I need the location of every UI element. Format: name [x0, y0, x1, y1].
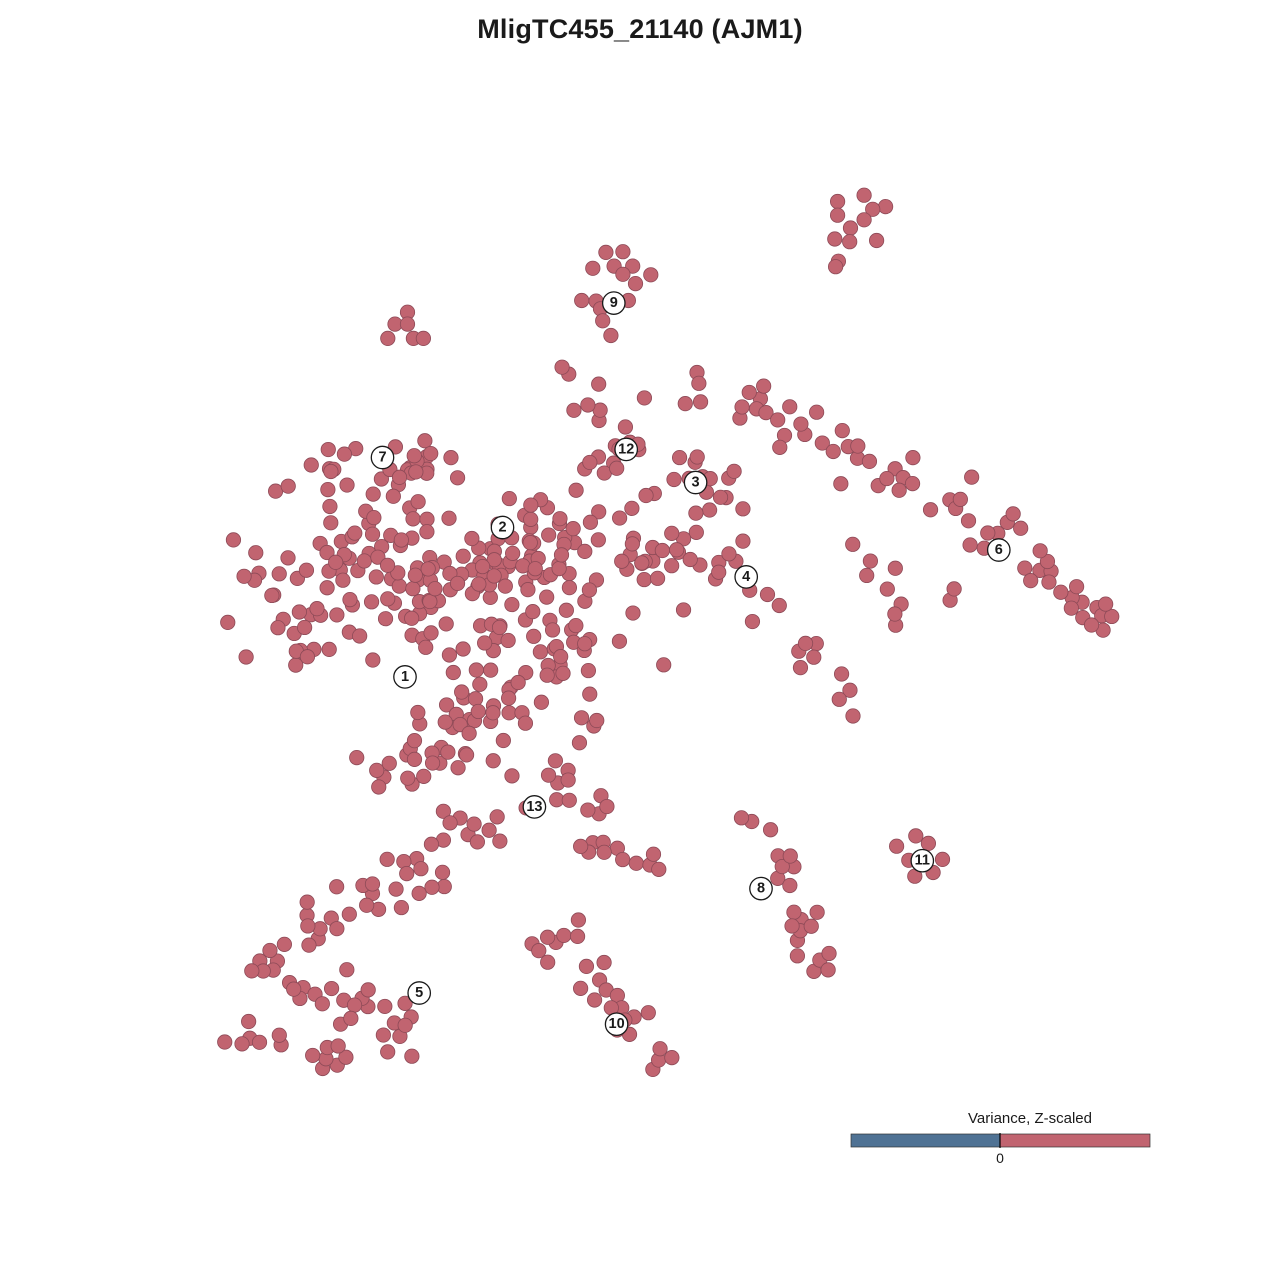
svg-text:9: 9 — [610, 295, 618, 311]
svg-text:8: 8 — [757, 881, 765, 897]
svg-text:5: 5 — [415, 985, 423, 1001]
svg-text:2: 2 — [498, 520, 506, 536]
svg-text:1: 1 — [401, 669, 409, 685]
svg-text:10: 10 — [609, 1016, 625, 1032]
svg-text:11: 11 — [915, 853, 930, 869]
svg-text:12: 12 — [618, 441, 634, 457]
svg-text:13: 13 — [526, 799, 542, 815]
svg-text:3: 3 — [692, 475, 700, 491]
svg-text:0: 0 — [996, 1150, 1004, 1166]
svg-text:7: 7 — [378, 450, 386, 466]
svg-text:4: 4 — [742, 569, 750, 585]
svg-text:6: 6 — [995, 542, 1003, 558]
svg-text:Variance, Z-scaled: Variance, Z-scaled — [968, 1110, 1092, 1127]
